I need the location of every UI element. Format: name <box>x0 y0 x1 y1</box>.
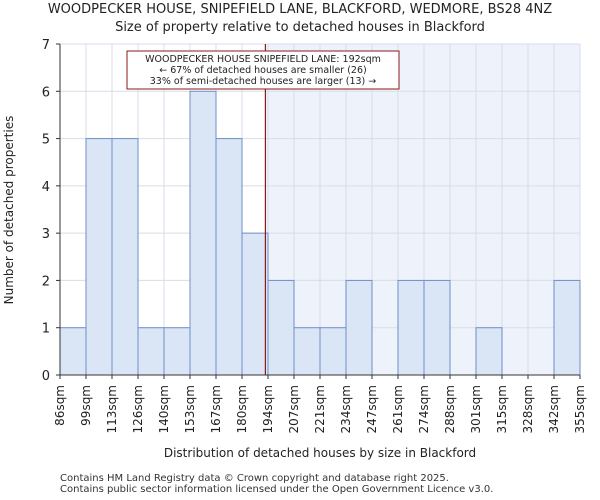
x-tick-label: 234sqm <box>339 385 353 433</box>
histogram-bar <box>189 90 217 376</box>
histogram-bar <box>215 138 243 376</box>
x-tick-label: 99sqm <box>79 385 93 426</box>
x-tick-label: 126sqm <box>131 385 145 433</box>
histogram-bar <box>59 327 87 376</box>
histogram-bar <box>423 279 451 376</box>
y-tick-label: 3 <box>42 227 50 242</box>
histogram-bar <box>475 327 503 376</box>
footer-license: Contains public sector information licen… <box>60 484 494 495</box>
x-tick-label: 167sqm <box>209 385 223 433</box>
annotation-title: WOODPECKER HOUSE SNIPEFIELD LANE: 192sqm <box>145 54 381 65</box>
x-tick-label: 274sqm <box>417 385 431 433</box>
y-tick-label: 4 <box>42 180 50 195</box>
x-tick-label: 355sqm <box>573 385 587 433</box>
y-tick-label: 2 <box>42 274 50 289</box>
x-tick-label: 140sqm <box>157 385 171 433</box>
x-tick-label: 180sqm <box>235 385 249 433</box>
histogram-bar <box>553 279 581 376</box>
histogram-bar <box>137 327 165 376</box>
y-tick-label: 0 <box>42 369 50 384</box>
histogram-bar <box>319 327 347 376</box>
footer-copyright: Contains HM Land Registry data © Crown c… <box>60 473 449 484</box>
annotation-larger: 33% of semi-detached houses are larger (… <box>150 76 377 87</box>
x-tick-label: 221sqm <box>313 385 327 433</box>
histogram-bar <box>111 138 139 376</box>
x-tick-label: 86sqm <box>53 385 67 426</box>
x-tick-label: 153sqm <box>183 385 197 433</box>
x-tick-label: 315sqm <box>495 385 509 433</box>
x-tick-label: 288sqm <box>443 385 457 433</box>
x-tick-label: 342sqm <box>547 385 561 433</box>
x-tick-label: 261sqm <box>391 385 405 433</box>
x-axis-label: Distribution of detached houses by size … <box>164 446 476 460</box>
x-tick-label: 113sqm <box>105 385 119 433</box>
y-tick-label: 7 <box>42 38 50 53</box>
histogram-bar <box>293 327 321 376</box>
x-tick-label: 247sqm <box>365 385 379 433</box>
y-axis-label: Number of detached properties <box>2 116 16 305</box>
histogram-bar <box>345 279 373 376</box>
annotation-smaller: ← 67% of detached houses are smaller (26… <box>159 65 366 76</box>
chart-title: WOODPECKER HOUSE, SNIPEFIELD LANE, BLACK… <box>47 2 553 17</box>
histogram-bar <box>85 138 113 376</box>
chart-subtitle: Size of property relative to detached ho… <box>115 20 485 35</box>
histogram-bar <box>267 279 295 376</box>
x-tick-label: 194sqm <box>261 385 275 433</box>
y-tick-label: 6 <box>42 85 50 100</box>
histogram-bar <box>241 232 269 376</box>
x-tick-label: 328sqm <box>521 385 535 433</box>
annotation-box <box>126 50 400 90</box>
x-tick-label: 301sqm <box>469 385 483 433</box>
y-tick-label: 1 <box>42 322 50 337</box>
histogram-bar <box>163 327 191 376</box>
histogram-chart: 0 1 2 3 4 5 6 7 86sqm 99sqm 113sqm 126sqm 140sqm 153s… <box>2 38 587 460</box>
y-tick-label: 5 <box>42 133 50 148</box>
histogram-bar <box>397 279 425 376</box>
x-tick-label: 207sqm <box>287 385 301 433</box>
